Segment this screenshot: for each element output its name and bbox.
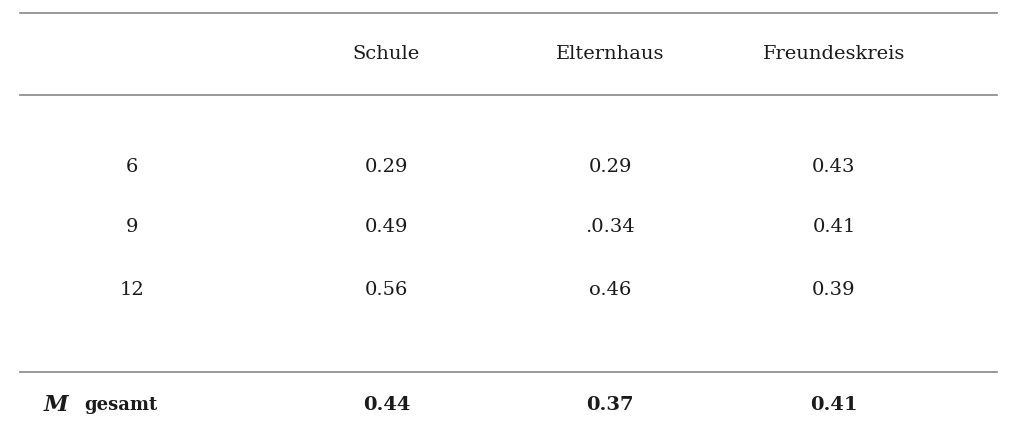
- Text: 0.56: 0.56: [365, 281, 408, 299]
- Text: 0.29: 0.29: [365, 158, 408, 176]
- Text: 0.41: 0.41: [813, 218, 855, 236]
- Text: 0.41: 0.41: [811, 396, 857, 414]
- Text: gesamt: gesamt: [84, 396, 158, 414]
- Text: o.46: o.46: [589, 281, 632, 299]
- Text: Schule: Schule: [353, 45, 420, 63]
- Text: Elternhaus: Elternhaus: [556, 45, 664, 63]
- Text: 9: 9: [126, 218, 138, 236]
- Text: .0.34: .0.34: [586, 218, 635, 236]
- Text: 0.44: 0.44: [363, 396, 410, 414]
- Text: M: M: [44, 394, 68, 416]
- Text: 6: 6: [126, 158, 138, 176]
- Text: 0.37: 0.37: [587, 396, 634, 414]
- Text: 0.39: 0.39: [813, 281, 855, 299]
- Text: 0.29: 0.29: [589, 158, 632, 176]
- Text: 0.49: 0.49: [365, 218, 408, 236]
- Text: 0.43: 0.43: [813, 158, 855, 176]
- Text: 12: 12: [120, 281, 144, 299]
- Text: Freundeskreis: Freundeskreis: [763, 45, 905, 63]
